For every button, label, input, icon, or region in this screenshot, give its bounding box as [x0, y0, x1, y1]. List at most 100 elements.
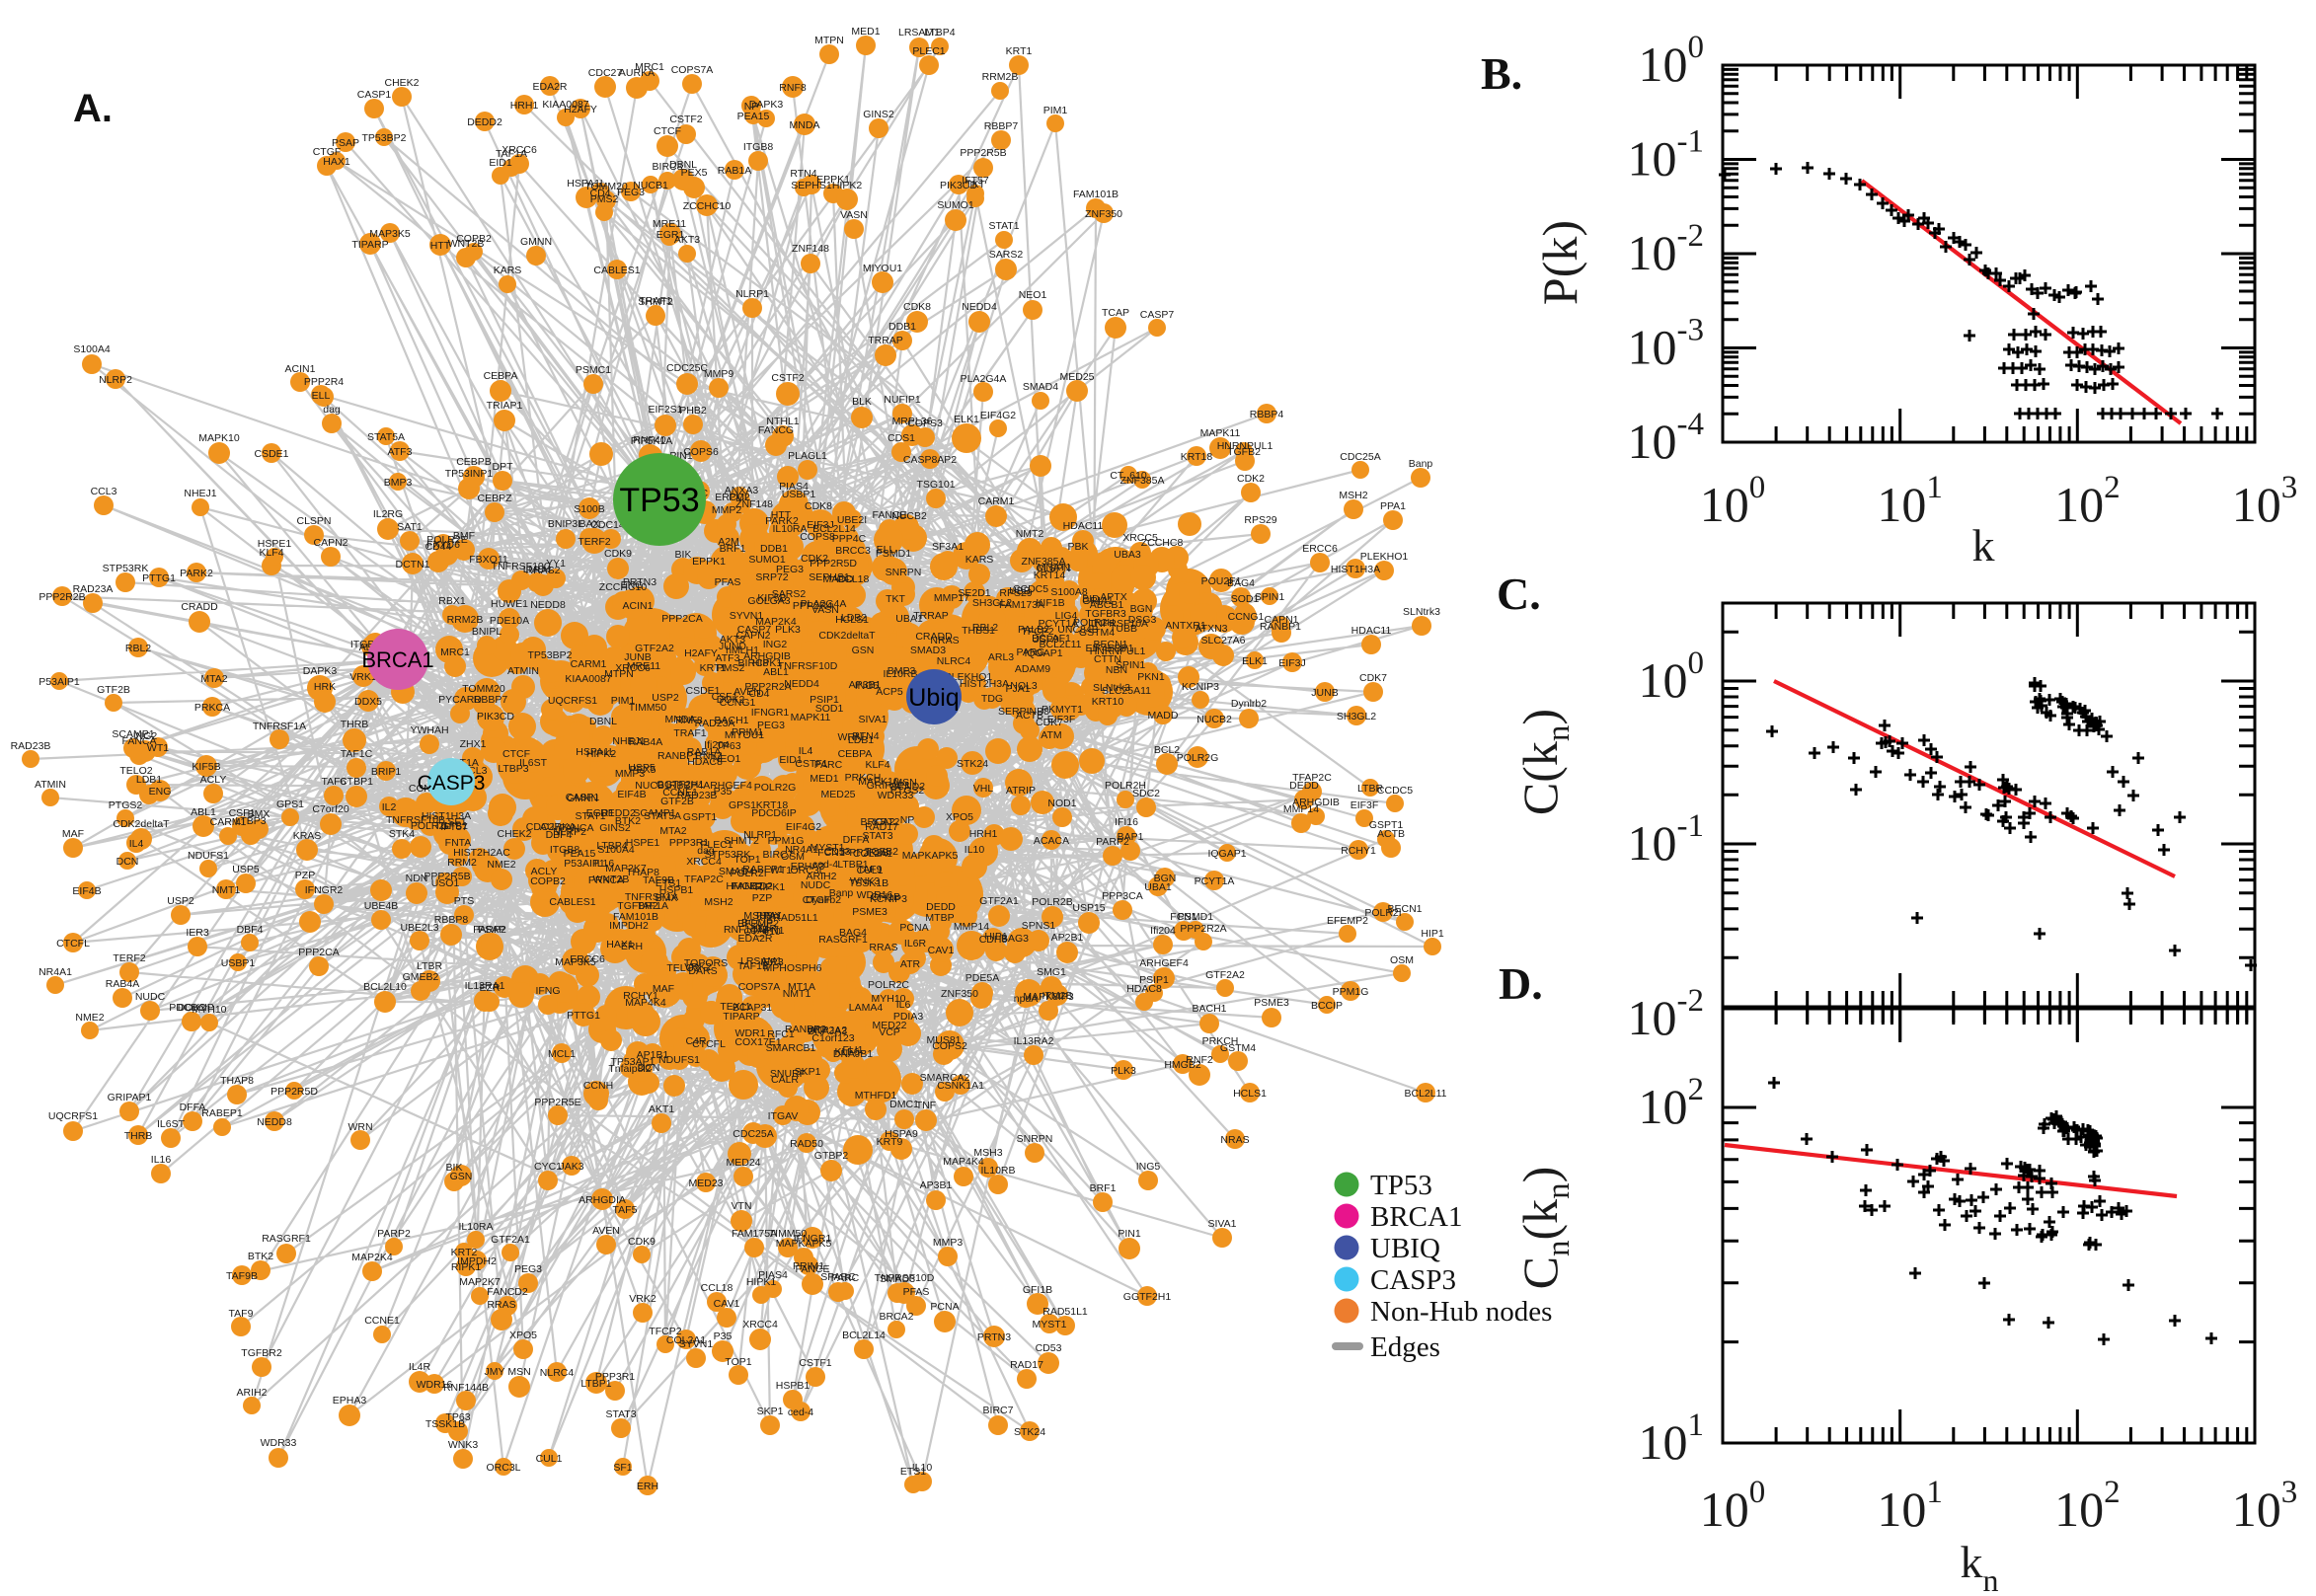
svg-text:MAPK10: MAPK10	[858, 776, 899, 788]
svg-text:BIRC8: BIRC8	[738, 657, 769, 669]
svg-text:P35: P35	[714, 786, 733, 798]
svg-text:MYH10: MYH10	[192, 1004, 226, 1016]
svg-text:MSH2: MSH2	[1339, 490, 1367, 501]
svg-text:A.: A.	[73, 87, 113, 130]
svg-text:NMT1: NMT1	[212, 884, 241, 896]
svg-text:NUCB1: NUCB1	[635, 780, 670, 792]
svg-text:NP: NP	[900, 814, 915, 826]
svg-text:RASGRF1: RASGRF1	[262, 1233, 311, 1245]
svg-text:PSMC1: PSMC1	[576, 364, 611, 376]
svg-text:IER3: IER3	[186, 927, 209, 939]
svg-text:PARK2: PARK2	[765, 515, 799, 527]
svg-text:ORC3L: ORC3L	[790, 865, 824, 876]
svg-text:PPP2CA: PPP2CA	[661, 613, 702, 625]
svg-text:MCL1: MCL1	[548, 1048, 576, 1060]
svg-text:EIF3J: EIF3J	[807, 519, 833, 531]
svg-text:HRH1: HRH1	[510, 100, 539, 112]
svg-text:MTHFD1: MTHFD1	[855, 1090, 897, 1102]
svg-text:PCYT1A: PCYT1A	[1195, 875, 1235, 887]
svg-text:PMS2: PMS2	[717, 662, 745, 674]
svg-text:EIF3F: EIF3F	[1351, 799, 1379, 811]
svg-text:MMP3: MMP3	[933, 1237, 963, 1249]
svg-text:BRCA1: BRCA1	[1370, 1201, 1462, 1233]
svg-text:IL4R: IL4R	[409, 1361, 431, 1373]
svg-text:COL2A1: COL2A1	[666, 1334, 706, 1346]
svg-text:UBE4B: UBE4B	[364, 900, 398, 912]
svg-text:IFNG: IFNG	[535, 985, 560, 997]
svg-text:IFI16: IFI16	[1115, 816, 1138, 828]
svg-text:ITGB8: ITGB8	[550, 844, 580, 856]
svg-text:PIK3CD: PIK3CD	[477, 711, 514, 722]
svg-text:PSIP1: PSIP1	[810, 694, 839, 706]
svg-text:MAF: MAF	[653, 983, 674, 995]
svg-text:NTHL1: NTHL1	[766, 416, 799, 427]
svg-text:MT1A: MT1A	[788, 981, 815, 993]
svg-text:RBL2: RBL2	[972, 622, 998, 634]
svg-text:MAPKAPK5: MAPKAPK5	[902, 850, 959, 862]
svg-text:UBB: UBB	[1009, 585, 1031, 597]
svg-text:WNK3: WNK3	[448, 1439, 478, 1451]
svg-text:MAPK11: MAPK11	[1200, 427, 1241, 439]
svg-text:D.: D.	[1499, 958, 1543, 1009]
svg-text:SRP72: SRP72	[755, 571, 788, 583]
svg-text:FANCE: FANCE	[872, 509, 906, 521]
svg-text:AVEN: AVEN	[592, 1225, 620, 1237]
svg-text:HRK: HRK	[314, 681, 336, 693]
svg-text:HTT: HTT	[771, 509, 792, 521]
svg-text:BRCA2: BRCA2	[879, 1311, 913, 1323]
svg-text:CASP1: CASP1	[357, 89, 392, 101]
svg-text:PARC: PARC	[814, 759, 843, 771]
svg-text:RIPK1: RIPK1	[451, 1261, 482, 1273]
svg-text:PSME3: PSME3	[1254, 997, 1289, 1009]
svg-text:RAD23B: RAD23B	[11, 740, 51, 752]
svg-text:PRKCA: PRKCA	[194, 702, 230, 714]
svg-text:TFAP2C: TFAP2C	[684, 874, 724, 885]
svg-text:TP53BP2: TP53BP2	[528, 649, 573, 661]
svg-text:WT1: WT1	[147, 742, 169, 754]
svg-text:THRB: THRB	[124, 1130, 153, 1142]
svg-text:DBNL: DBNL	[669, 159, 697, 171]
svg-text:LAMA4: LAMA4	[849, 1002, 884, 1014]
svg-text:CHEK2: CHEK2	[384, 77, 419, 89]
svg-text:MED1: MED1	[810, 773, 838, 785]
svg-text:PLEKHO1: PLEKHO1	[1360, 551, 1409, 563]
svg-text:DDB1: DDB1	[888, 321, 916, 333]
svg-text:VASN: VASN	[840, 209, 868, 221]
svg-text:AP2B1: AP2B1	[1051, 932, 1084, 944]
svg-text:MUS81: MUS81	[926, 1034, 961, 1046]
svg-text:NBN: NBN	[1106, 664, 1127, 676]
svg-text:PEX5: PEX5	[630, 764, 656, 776]
svg-text:TRIAP1: TRIAP1	[487, 400, 523, 412]
svg-text:TSG101: TSG101	[916, 479, 955, 491]
svg-text:MMP2: MMP2	[712, 504, 741, 516]
svg-text:CDK9: CDK9	[628, 1236, 656, 1248]
svg-text:BCAP31: BCAP31	[733, 1002, 772, 1014]
svg-text:COPS7A: COPS7A	[671, 64, 714, 76]
svg-text:FAM101B: FAM101B	[613, 911, 658, 923]
svg-text:KLF6: KLF6	[834, 1046, 859, 1058]
svg-text:ADAM9: ADAM9	[1015, 663, 1050, 675]
svg-text:GPS1: GPS1	[729, 799, 756, 811]
svg-text:CD53: CD53	[1036, 1342, 1062, 1354]
svg-text:ZNF350: ZNF350	[941, 988, 978, 1000]
svg-text:NEO1: NEO1	[713, 753, 741, 765]
svg-text:S100A4: S100A4	[73, 343, 111, 355]
svg-text:PIN1: PIN1	[1118, 1228, 1141, 1240]
svg-text:RRM2B: RRM2B	[447, 614, 484, 626]
svg-text:PPP2R5E: PPP2R5E	[534, 1097, 580, 1108]
svg-text:WNT2B: WNT2B	[593, 874, 630, 885]
svg-text:PRTN3: PRTN3	[977, 1331, 1011, 1343]
svg-text:COPS3: COPS3	[907, 418, 943, 429]
svg-text:NUCB2: NUCB2	[891, 510, 927, 522]
svg-text:CASP7: CASP7	[1140, 309, 1175, 321]
svg-text:CDC25C: CDC25C	[666, 362, 708, 374]
svg-text:PKN1: PKN1	[1137, 671, 1165, 683]
svg-text:JUND: JUND	[719, 641, 746, 652]
svg-text:ZNF350: ZNF350	[1085, 208, 1122, 220]
svg-text:SHMT2: SHMT2	[638, 296, 673, 308]
svg-text:PIAS4: PIAS4	[779, 481, 809, 493]
svg-text:DBF4: DBF4	[237, 924, 264, 936]
svg-text:XPO5: XPO5	[509, 1330, 537, 1341]
svg-text:PDIA3: PDIA3	[893, 1011, 924, 1023]
svg-text:ATR: ATR	[900, 958, 921, 970]
